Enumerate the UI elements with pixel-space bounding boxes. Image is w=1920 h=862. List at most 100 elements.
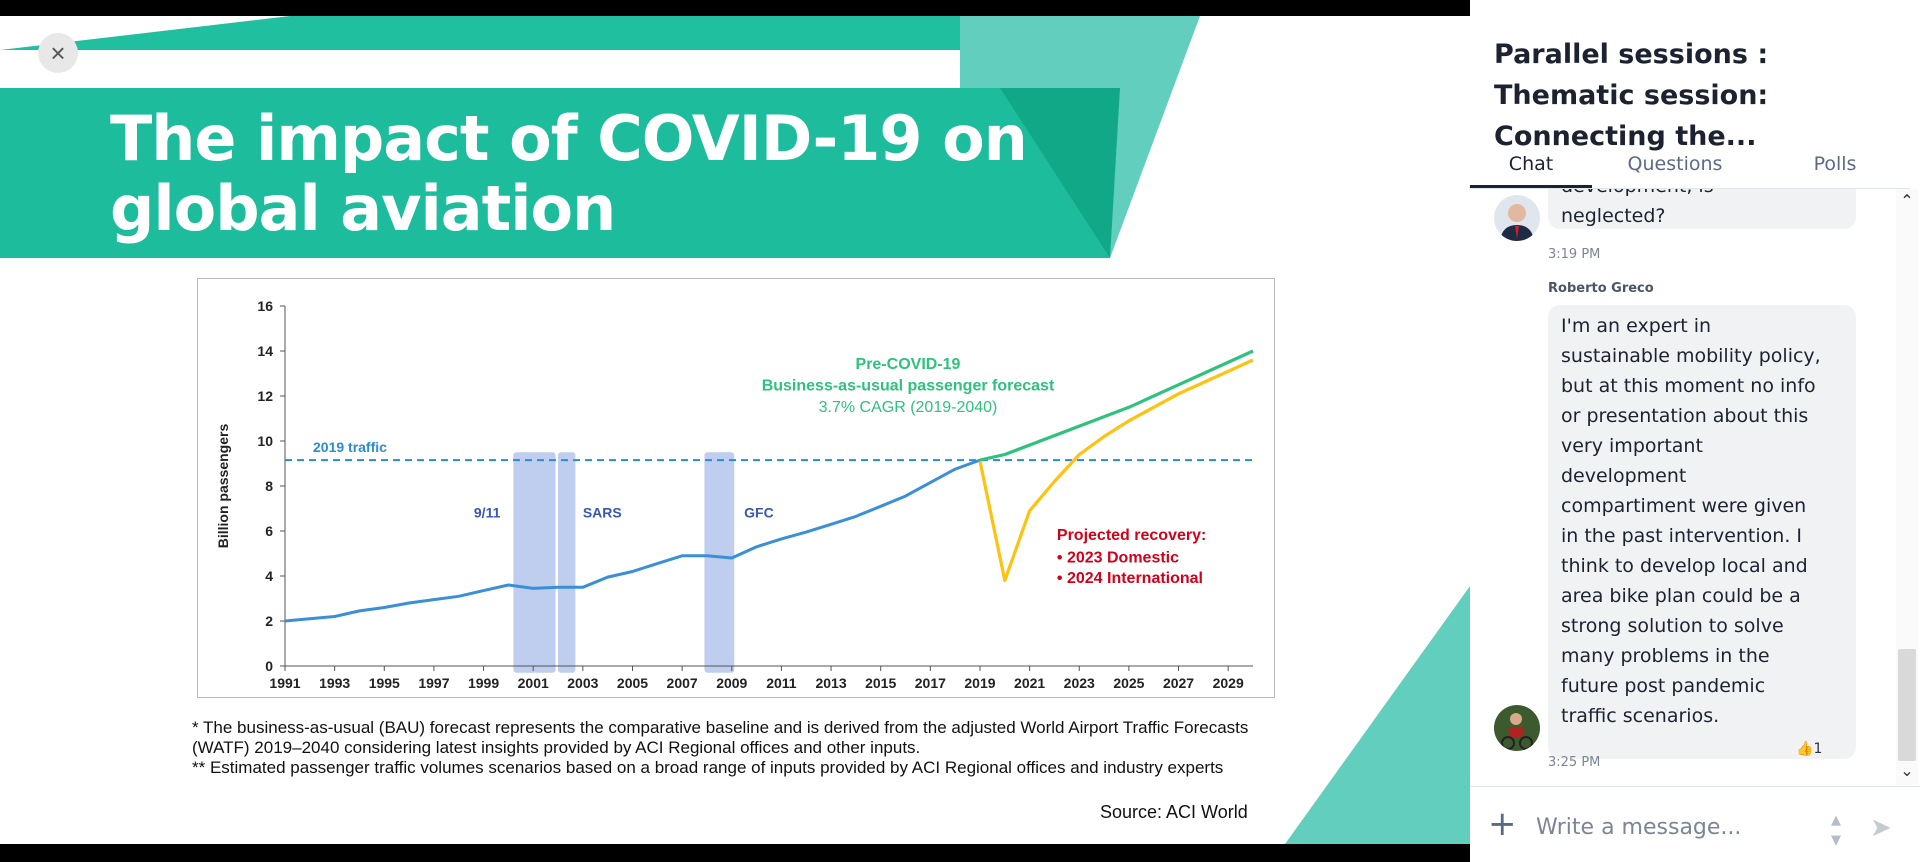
x-tick-label: 2025 <box>1113 675 1144 691</box>
message-text-line: I'm an expert in <box>1561 315 1712 337</box>
message-text-line: traffic scenarios. <box>1561 705 1720 727</box>
presentation-stage: The impact of COVID-19 on global aviation… <box>0 16 1470 844</box>
precovid-annotation: Business-as-usual passenger forecast <box>762 377 1055 394</box>
close-button[interactable]: × <box>38 33 78 73</box>
message-timestamp: 3:19 PM <box>1548 247 1601 262</box>
y-tick-label: 2 <box>265 613 273 629</box>
x-tick-label: 2007 <box>667 675 698 691</box>
message-input[interactable] <box>1534 809 1798 845</box>
stepper-up-icon[interactable]: ▲ <box>1831 813 1841 828</box>
period-label: 9/11 <box>474 505 501 521</box>
corner-shape <box>1285 586 1470 844</box>
message-text: neglected? <box>1561 205 1666 227</box>
slide-title: The impact of COVID-19 on global aviation <box>110 102 1028 245</box>
user-avatar-icon <box>1494 195 1540 241</box>
message-text-line: strong solution to solve <box>1561 615 1784 637</box>
banner-top-shape <box>0 16 960 50</box>
chat-scrollbar[interactable]: ⌃ ⌄ <box>1896 189 1918 785</box>
shaded-period-0 <box>513 452 556 673</box>
period-label: GFC <box>744 505 774 521</box>
send-icon[interactable]: ➤ <box>1870 813 1892 843</box>
recovery-annotation: • 2023 Domestic <box>1057 550 1179 567</box>
chart-frame: 0 2 4 6 8 10 12 14 16 1991 1993 1995 1997 1999 2001 200… <box>197 278 1275 698</box>
x-tick-label: 2017 <box>915 675 946 691</box>
x-tick-label: 2011 <box>766 675 797 691</box>
x-tick-label: 1995 <box>369 675 400 691</box>
reference-line-label: 2019 traffic <box>313 439 387 455</box>
tab-chat[interactable]: Chat <box>1470 150 1592 188</box>
banner-main <box>0 88 1110 258</box>
x-tick-label: 1997 <box>418 675 449 691</box>
x-tick-label: 2009 <box>716 675 747 691</box>
y-tick-label: 4 <box>265 568 273 584</box>
message-text-line: or presentation about this <box>1561 405 1809 427</box>
footnote-2: ** Estimated passenger traffic volumes s… <box>192 758 1224 777</box>
stepper-down-icon[interactable]: ▼ <box>1831 833 1841 848</box>
slide: The impact of COVID-19 on global aviation… <box>0 16 1470 844</box>
x-tick-label: 2027 <box>1163 675 1194 691</box>
traffic-chart: 0 2 4 6 8 10 12 14 16 1991 1993 1995 1997 1999 2001 200… <box>215 298 1254 691</box>
x-tick-label: 1999 <box>468 675 499 691</box>
thumbs-up-icon: 👍 <box>1796 741 1814 757</box>
chat-message: development, is neglected? <box>1548 189 1856 229</box>
recovery-annotation: Projected recovery: <box>1057 527 1206 544</box>
message-text-line: future post pandemic <box>1561 675 1766 697</box>
x-tick-label: 2003 <box>567 675 598 691</box>
tab-polls[interactable]: Polls <box>1813 153 1857 175</box>
input-stepper[interactable]: ▲ ▼ <box>1826 811 1846 851</box>
message-composer: + ▲▼ ➤ <box>1470 786 1920 862</box>
x-tick-label: 1991 <box>269 675 300 691</box>
y-axis-label: Billion passengers <box>215 424 231 549</box>
x-tick-label: 2023 <box>1064 675 1095 691</box>
message-text-line: very important <box>1561 435 1703 457</box>
session-side-panel: Parallel sessions : Thematic session: Co… <box>1470 0 1920 862</box>
message-text-line: in the past intervention. I <box>1561 525 1802 547</box>
chat-message: I'm an expert in sustainable mobility pol… <box>1548 305 1856 759</box>
precovid-annotation: 3.7% CAGR (2019-2040) <box>819 399 998 416</box>
footnote-1: * The business-as-usual (BAU) forecast r… <box>192 718 1249 757</box>
message-text-line: but at this moment no info <box>1561 375 1816 397</box>
x-tick-label: 2019 <box>964 675 995 691</box>
x-tick-label: 2015 <box>865 675 896 691</box>
y-tick-label: 0 <box>265 658 273 674</box>
message-text-line: area bike plan could be a <box>1561 585 1801 607</box>
reaction-badge[interactable]: 👍1 <box>1796 741 1822 757</box>
y-tick-label: 8 <box>265 478 273 494</box>
y-tick-label: 6 <box>265 523 273 539</box>
panel-tabs: Chat Questions Polls <box>1470 150 1910 189</box>
period-label: SARS <box>583 505 622 521</box>
y-tick-label: 16 <box>257 298 273 314</box>
message-text-line: compartiment were given <box>1561 495 1807 517</box>
recovery-annotation: • 2024 International <box>1057 570 1203 587</box>
shaded-period-2 <box>704 452 735 673</box>
scroll-up-icon[interactable]: ⌃ <box>1900 191 1914 210</box>
message-text-line: many problems in the <box>1561 645 1770 667</box>
series-line-0 <box>284 458 981 623</box>
message-timestamp: 3:25 PM <box>1548 755 1601 770</box>
message-text-line: sustainable mobility policy, <box>1561 345 1821 367</box>
x-tick-label: 2001 <box>518 675 549 691</box>
y-tick-label: 14 <box>257 343 273 359</box>
series-line-1 <box>979 349 1254 462</box>
footnotes: * The business-as-usual (BAU) forecast r… <box>192 718 1272 778</box>
add-attachment-icon[interactable]: + <box>1488 804 1517 844</box>
message-text-line: think to develop local and <box>1561 555 1808 577</box>
avatar <box>1494 195 1540 241</box>
reaction-count: 1 <box>1813 741 1823 757</box>
slide-background-shapes <box>0 16 1470 844</box>
message-author: Roberto Greco <box>1548 281 1654 296</box>
scroll-down-icon[interactable]: ⌄ <box>1900 761 1914 780</box>
cyclist-avatar-icon <box>1494 705 1540 751</box>
session-title: Parallel sessions : Thematic session: Co… <box>1494 39 1769 152</box>
scroll-thumb[interactable] <box>1898 649 1916 761</box>
message-text-partial: development, is <box>1561 189 1843 201</box>
x-tick-label: 2013 <box>815 675 846 691</box>
x-tick-label: 1993 <box>319 675 350 691</box>
x-tick-label: 2021 <box>1014 675 1045 691</box>
x-tick-label: 2005 <box>617 675 648 691</box>
y-tick-label: 12 <box>257 388 273 404</box>
tab-questions[interactable]: Questions <box>1627 153 1723 175</box>
x-tick-label: 2029 <box>1213 675 1244 691</box>
chat-message-list: development, is neglected? 3:19 PM Rober… <box>1470 189 1896 785</box>
precovid-annotation: Pre-COVID-19 <box>856 356 961 373</box>
